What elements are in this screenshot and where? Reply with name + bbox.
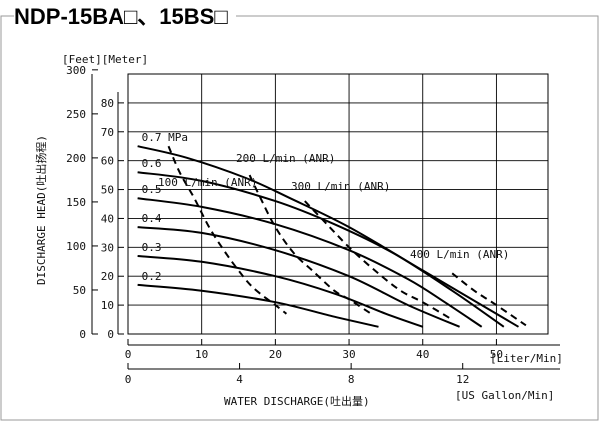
x2-unit-label: [US Gallon/Min]	[455, 389, 554, 402]
feet-tick-label: 200	[66, 152, 86, 165]
liter-tick-label: 20	[269, 348, 282, 361]
meter-tick-label: 20	[101, 270, 114, 283]
meter-tick-label: 50	[101, 184, 114, 197]
feet-tick-label: 250	[66, 108, 86, 121]
liter-tick-label: 40	[416, 348, 429, 361]
air-curve-label: 300 L/min (ANR)	[291, 180, 390, 193]
air-curve	[167, 145, 288, 315]
plot-border	[127, 73, 549, 335]
page-title: NDP-15BA□、15BS□	[14, 4, 236, 30]
air-curve-label: 400 L/min (ANR)	[410, 248, 509, 261]
pressure-curve	[137, 145, 520, 328]
x-axis-title: WATER DISCHARGE(吐出量)	[224, 394, 370, 408]
feet-tick-label: 300	[66, 64, 86, 77]
meter-tick-label: 60	[101, 155, 114, 168]
meter-tick-label: 10	[101, 299, 114, 312]
air-curve-label: 100 L/min (ANR)	[158, 176, 257, 189]
gallon-tick-label: 8	[348, 373, 355, 386]
feet-tick-label: 50	[73, 284, 86, 297]
outer-border	[0, 15, 599, 421]
liter-tick-label: 10	[195, 348, 208, 361]
feet-tick-label: 150	[66, 196, 86, 209]
meter-tick-label: 70	[101, 126, 114, 139]
feet-tick-label: 0	[79, 328, 86, 341]
pressure-curve-label: 0.5	[142, 183, 162, 196]
series-labels: 0.7 MPa 0.6 0.5 0.4 0.3 0.2 100 L/min (ANR) 200…	[142, 131, 510, 283]
air-consumption-curves	[167, 145, 527, 327]
curves	[137, 145, 520, 328]
pressure-curve-label: 0.2	[142, 270, 162, 283]
x-unit-label: [Liter/Min]	[490, 352, 563, 365]
y-units-label: [Feet][Meter]	[62, 53, 148, 66]
pressure-curve-label: 0.4	[142, 212, 162, 225]
pressure-curve	[137, 226, 460, 328]
gallon-tick-label: 12	[456, 373, 469, 386]
pressure-curve	[137, 171, 505, 328]
air-curve	[304, 200, 453, 321]
liter-tick-label: 30	[342, 348, 355, 361]
meter-tick-label: 0	[107, 328, 114, 341]
air-curve-label: 200 L/min (ANR)	[236, 152, 335, 165]
gallon-tick-label: 0	[125, 373, 132, 386]
meter-tick-label: 30	[101, 241, 114, 254]
y-axis-title: DISCHARGE HEAD(吐出扬程)	[34, 135, 48, 285]
liter-tick-label: 50	[490, 348, 503, 361]
air-curve	[451, 272, 527, 327]
feet-tick-label: 100	[66, 240, 86, 253]
gallon-tick-label: 4	[236, 373, 243, 386]
pressure-curve	[137, 283, 379, 328]
pressure-curve	[137, 197, 483, 328]
meter-tick-label: 80	[101, 97, 114, 110]
air-curve	[248, 174, 372, 315]
liter-tick-label: 0	[125, 348, 132, 361]
meter-tick-label: 40	[101, 212, 114, 225]
pressure-curve-label: 0.3	[142, 241, 162, 254]
pressure-curve-label: 0.7 MPa	[142, 131, 188, 144]
pressure-curve-label: 0.6	[142, 157, 162, 170]
pressure-curve	[137, 255, 424, 328]
